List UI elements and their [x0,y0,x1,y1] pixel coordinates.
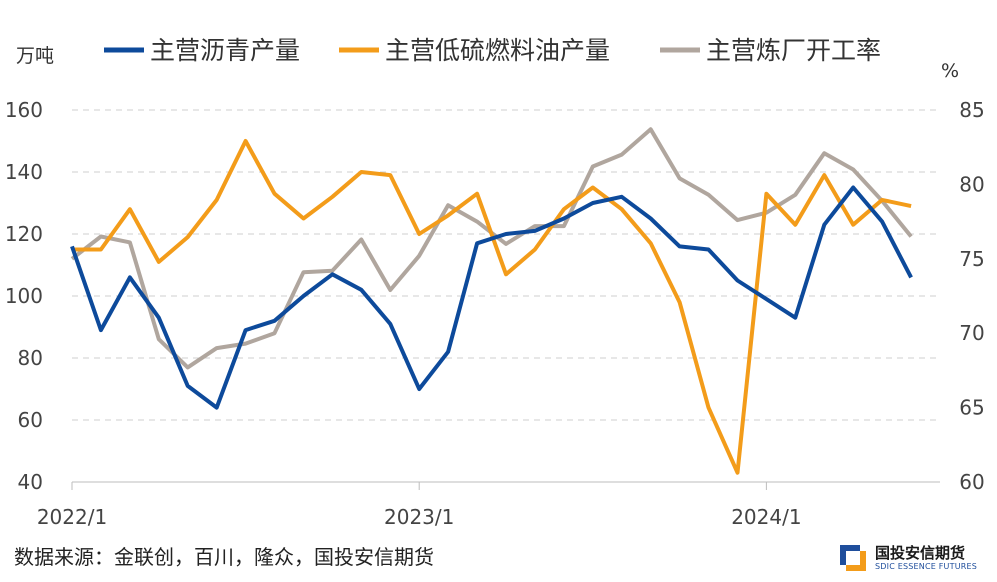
y-left-tick-label: 140 [5,160,43,184]
y-left-tick-label: 60 [18,408,43,432]
legend-label: 主营低硫燃料油产量 [385,36,610,65]
series-line-2 [72,139,912,475]
logo-mark-icon [840,545,866,571]
y-right-tick-label: 60 [959,470,984,494]
series-line-3 [70,127,913,370]
y-right-tick-label: 85 [959,98,984,122]
y-left-tick-label: 80 [18,346,43,370]
logo-english-text: SDIC ESSENCE FUTURES [875,562,978,571]
company-logo: 国投安信期货 SDIC ESSENCE FUTURES [838,540,988,576]
x-axis: 2022/1 2023/1 2024/1 [37,481,940,529]
chart: 2022/1 2023/1 2024/1 40 60 80 100 120 140 160 60… [5,36,985,529]
data-source-note: 数据来源：金联创，百川，隆众，国投安信期货 [14,545,434,569]
logo-chinese-text: 国投安信期货 [875,544,966,562]
y-right-tick-label: 70 [959,321,984,345]
x-tick-label: 2022/1 [37,505,107,529]
legend-label: 主营沥青产量 [150,36,300,65]
series-line-1 [70,185,913,410]
legend-label: 主营炼厂开工率 [706,36,881,65]
y-axis-right: 60 65 70 75 80 85 [959,98,984,494]
y-left-tick-label: 100 [5,284,43,308]
y-axis-left: 40 60 80 100 120 140 160 [5,98,43,494]
right-axis-unit: % [941,60,959,82]
y-right-tick-label: 75 [959,247,984,271]
y-right-tick-label: 80 [959,172,984,196]
x-tick-label: 2024/1 [731,505,801,529]
y-left-tick-label: 120 [5,222,43,246]
y-left-tick-label: 160 [5,98,43,122]
legend: 主营沥青产量 主营低硫燃料油产量 主营炼厂开工率 [104,36,881,65]
series-layer [70,127,913,475]
y-right-tick-label: 65 [959,396,984,420]
y-left-tick-label: 40 [18,470,43,494]
left-axis-unit: 万吨 [16,45,54,67]
x-tick-label: 2023/1 [384,505,454,529]
